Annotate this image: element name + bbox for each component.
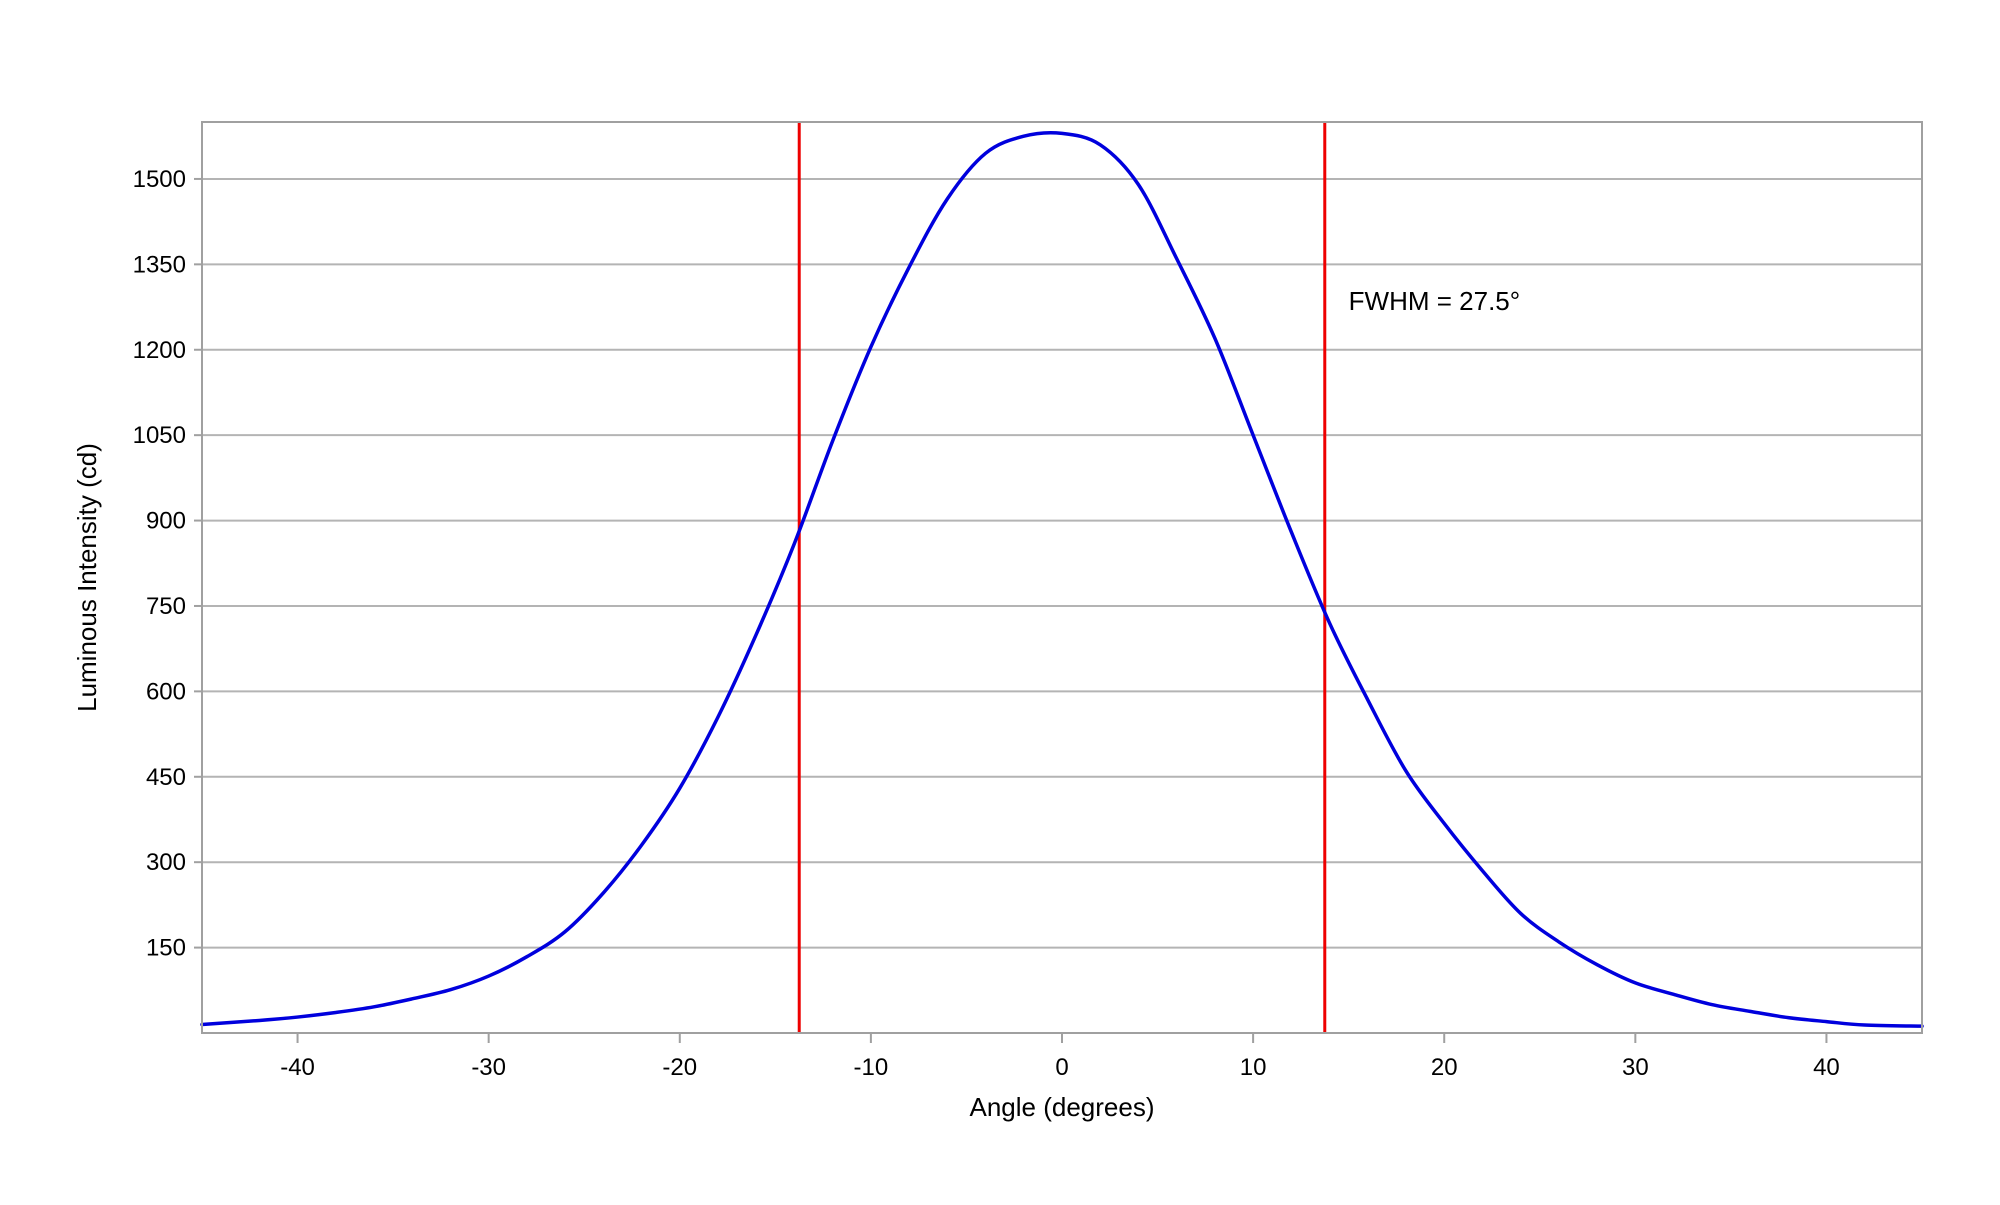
x-axis-title: Angle (degrees) [970, 1092, 1155, 1122]
y-axis-title: Luminous Intensity (cd) [72, 443, 102, 712]
y-axis-ticks: 150 300 450 600 750 900 1050 1200 1350 1500 [133, 166, 202, 962]
xtick-label: -20 [662, 1054, 697, 1081]
xtick-label: 40 [1813, 1054, 1840, 1081]
xtick-label: 0 [1055, 1054, 1068, 1081]
fwhm-annotation: FWHM = 27.5° [1349, 286, 1521, 316]
gridlines [202, 177, 1922, 949]
ytick-label: 900 [146, 508, 186, 535]
xtick-label: -30 [471, 1054, 506, 1081]
xtick-label: -40 [280, 1054, 315, 1081]
ytick-label: 1500 [133, 166, 186, 193]
ytick-label: 300 [146, 849, 186, 876]
xtick-label: 30 [1622, 1054, 1649, 1081]
annotations: FWHM = 27.5° [1349, 286, 1521, 316]
fwhm-markers [797, 122, 1327, 1033]
ytick-label: 750 [146, 593, 186, 620]
xtick-label: 10 [1240, 1054, 1267, 1081]
ytick-label: 450 [146, 764, 186, 791]
ytick-label: 1200 [133, 337, 186, 364]
x-axis-ticks: -40 -30 -20 -10 0 10 20 30 40 [280, 1033, 1840, 1081]
ytick-label: 600 [146, 678, 186, 705]
plot-frame [201, 121, 1923, 1034]
xtick-label: -10 [854, 1054, 889, 1081]
series-layer [200, 131, 1924, 1028]
xtick-label: 20 [1431, 1054, 1458, 1081]
ytick-label: 1050 [133, 422, 186, 449]
series-line-0 [200, 131, 1924, 1028]
ytick-label: 150 [146, 935, 186, 962]
ytick-label: 1350 [133, 251, 186, 278]
